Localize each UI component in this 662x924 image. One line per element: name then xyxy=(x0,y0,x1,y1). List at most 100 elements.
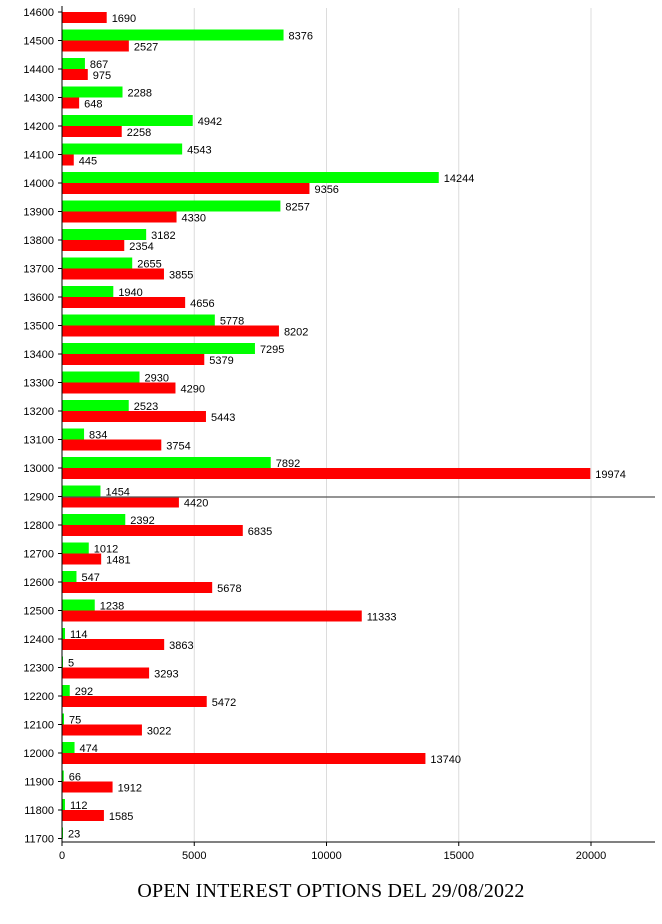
y-tick-label: 13300 xyxy=(23,378,54,390)
green-bar-label: 14244 xyxy=(444,173,475,185)
green-bar xyxy=(62,685,70,696)
green-bar-label: 7892 xyxy=(276,458,300,470)
red-bar xyxy=(62,411,206,422)
red-bar-label: 2354 xyxy=(129,241,153,253)
green-bar-label: 2930 xyxy=(144,373,168,385)
green-bar-label: 547 xyxy=(81,572,99,584)
red-bar-label: 5443 xyxy=(211,412,235,424)
y-tick-label: 12900 xyxy=(23,492,54,504)
red-bar xyxy=(62,40,129,52)
green-bar-label: 75 xyxy=(69,715,81,727)
red-bar-label: 5472 xyxy=(212,697,236,709)
green-bar xyxy=(62,799,65,810)
green-bar-label: 1012 xyxy=(94,544,118,556)
red-bar-label: 1585 xyxy=(109,811,133,823)
red-bar-label: 6835 xyxy=(248,526,272,538)
y-tick-label: 12600 xyxy=(23,577,54,589)
y-tick-label: 11900 xyxy=(24,777,54,789)
y-tick-label: 14500 xyxy=(23,36,54,48)
green-bar-label: 2523 xyxy=(134,401,158,413)
green-bar xyxy=(62,770,64,782)
red-bar-label: 3022 xyxy=(147,726,171,738)
red-bar-label: 1690 xyxy=(112,13,136,25)
green-bar xyxy=(62,229,147,240)
red-bar-label: 4656 xyxy=(190,298,214,310)
green-bar-label: 112 xyxy=(70,800,88,812)
red-bar-label: 3754 xyxy=(166,441,190,453)
green-bar-label: 867 xyxy=(90,59,108,71)
green-bar xyxy=(62,115,193,126)
green-bar-label: 1940 xyxy=(118,287,142,299)
green-bar-label: 474 xyxy=(80,743,98,755)
red-bar-label: 2527 xyxy=(134,42,158,54)
red-bar xyxy=(62,382,176,394)
green-bar xyxy=(62,86,123,98)
red-bar xyxy=(62,240,125,251)
red-bar xyxy=(62,696,207,707)
y-tick-label: 14400 xyxy=(23,64,54,76)
y-tick-label: 13000 xyxy=(23,463,54,475)
y-tick-label: 13500 xyxy=(23,321,54,333)
y-tick-label: 13100 xyxy=(23,435,54,447)
red-bar xyxy=(62,354,205,365)
green-bar-label: 8257 xyxy=(285,202,309,214)
red-bar xyxy=(62,268,164,280)
green-bar-label: 292 xyxy=(75,686,93,698)
y-tick-label: 12800 xyxy=(23,520,54,532)
x-tick-label: 15000 xyxy=(443,850,474,862)
green-bar xyxy=(62,200,281,212)
green-bar-label: 8376 xyxy=(289,31,313,43)
red-bar-label: 3855 xyxy=(169,270,193,282)
y-tick-label: 13700 xyxy=(23,264,54,276)
red-bar xyxy=(62,553,102,565)
red-bar-label: 5379 xyxy=(209,355,233,367)
green-bar xyxy=(62,571,77,582)
y-tick-label: 12700 xyxy=(23,549,54,561)
chart-title: OPEN INTEREST OPTIONS DEL 29/08/2022 xyxy=(137,880,525,902)
red-bar-label: 4290 xyxy=(180,384,204,396)
y-tick-label: 12200 xyxy=(23,691,54,703)
gridlines xyxy=(193,8,592,842)
y-tick-label: 11800 xyxy=(24,805,54,817)
red-bar xyxy=(62,667,150,679)
red-bar-label: 19974 xyxy=(595,469,626,481)
red-bar-label: 5678 xyxy=(217,583,241,595)
green-bar xyxy=(62,485,101,497)
green-bar-label: 5 xyxy=(68,658,74,670)
red-bar xyxy=(62,297,186,308)
red-bar-label: 648 xyxy=(84,99,102,111)
green-bar xyxy=(62,542,89,554)
green-bar-label: 66 xyxy=(69,772,81,784)
red-bar xyxy=(62,97,80,109)
y-tick-label: 12400 xyxy=(23,634,54,646)
y-tick-label: 14600 xyxy=(23,7,54,19)
green-bar xyxy=(62,257,133,269)
green-bar-label: 2655 xyxy=(137,259,161,271)
red-bar-label: 4330 xyxy=(182,213,206,225)
red-bar xyxy=(62,183,310,194)
green-bar xyxy=(62,58,85,69)
y-tick-label: 13600 xyxy=(23,292,54,304)
green-bar xyxy=(62,29,284,41)
bars xyxy=(62,12,591,839)
red-bar-label: 4420 xyxy=(184,498,208,510)
green-bar xyxy=(62,343,255,354)
green-bar-label: 4942 xyxy=(198,116,222,128)
red-bar xyxy=(62,126,122,137)
green-bar xyxy=(62,514,126,525)
green-bar xyxy=(62,314,215,326)
red-bar-label: 8202 xyxy=(284,327,308,339)
green-bar xyxy=(62,713,64,725)
red-bar xyxy=(62,753,426,764)
red-bar xyxy=(62,610,362,622)
green-bar xyxy=(62,457,271,468)
red-bar xyxy=(62,468,591,479)
y-tick-label: 12500 xyxy=(23,606,54,618)
red-bar-label: 1481 xyxy=(106,555,130,567)
red-bar xyxy=(62,12,107,23)
y-tick-label: 12300 xyxy=(23,663,54,675)
red-bar xyxy=(62,781,113,793)
red-bar-label: 3863 xyxy=(169,640,193,652)
